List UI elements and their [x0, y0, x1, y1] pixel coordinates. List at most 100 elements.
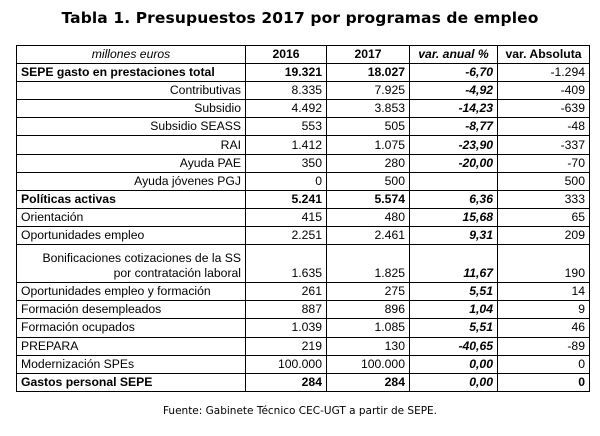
value-var-abs: -409: [497, 81, 590, 101]
table-row: Gastos personal SEPE 284 284 0,00 0: [16, 372, 590, 392]
value-var-abs: -48: [497, 117, 590, 137]
row-label: Oportunidades empleo y formación: [16, 282, 246, 302]
table-row: Bonificaciones cotizaciones de la SS por…: [16, 244, 590, 284]
row-label: RAI: [16, 135, 246, 155]
row-label-line1: Bonificaciones cotizaciones de la SS: [42, 251, 242, 266]
value-2017: 480: [326, 207, 410, 227]
row-label: Oportunidades empleo: [16, 225, 246, 246]
value-var-abs: 0: [497, 354, 590, 374]
value-var-pct: 15,68: [409, 207, 498, 227]
value-2017: 130: [326, 336, 410, 356]
row-label: Ayuda jóvenes PGJ: [16, 171, 246, 191]
value-2016: 284: [245, 372, 327, 392]
table-row: PREPARA 219 130 -40,65 -89: [16, 336, 590, 356]
value-2016: 19.321: [245, 63, 327, 83]
table-row: Ayuda jóvenes PGJ 0 500 500: [16, 171, 590, 191]
value-2017: 284: [326, 372, 410, 392]
value-var-abs: -70: [497, 153, 590, 173]
value-2016: 887: [245, 300, 327, 320]
value-var-abs: -1.294: [497, 63, 590, 83]
table-row: Ayuda PAE 350 280 -20,00 -70: [16, 153, 590, 173]
value-2017: 100.000: [326, 354, 410, 374]
value-2016: 415: [245, 207, 327, 227]
row-label: Subsidio: [16, 99, 246, 119]
value-2017: 280: [326, 153, 410, 173]
value-2016: 4.492: [245, 99, 327, 119]
row-label: Formación desempleados: [16, 300, 246, 320]
row-label-multiline: Bonificaciones cotizaciones de la SS por…: [16, 244, 246, 284]
value-2017: 7.925: [326, 81, 410, 101]
value-2016: 553: [245, 117, 327, 137]
value-2016: 261: [245, 282, 327, 302]
row-label: Orientación: [16, 207, 246, 227]
header-var-abs: var. Absoluta: [497, 44, 590, 65]
value-var-pct: 1,04: [409, 300, 498, 320]
table-row: RAI 1.412 1.075 -23,90 -337: [16, 135, 590, 155]
value-2017: 3.853: [326, 99, 410, 119]
value-var-pct: 5,51: [409, 282, 498, 302]
value-var-abs: 333: [497, 189, 590, 209]
value-2016: 350: [245, 153, 327, 173]
row-label: Subsidio SEASS: [16, 117, 246, 137]
row-label: Contributivas: [16, 81, 246, 101]
row-label: PREPARA: [16, 336, 246, 356]
table-row: Subsidio 4.492 3.853 -14,23 -639: [16, 99, 590, 119]
value-2016: 219: [245, 336, 327, 356]
budget-table: millones euros 2016 2017 var. anual % va…: [16, 44, 590, 392]
row-label: Modernización SPEs: [16, 354, 246, 374]
value-var-pct: [409, 171, 498, 191]
value-2016: 5.241: [245, 189, 327, 209]
value-var-pct: 6,36: [409, 189, 498, 209]
value-var-abs: 190: [497, 244, 590, 284]
value-2016: 0: [245, 171, 327, 191]
value-var-pct: 9,31: [409, 225, 498, 246]
table-row: Subsidio SEASS 553 505 -8,77 -48: [16, 117, 590, 137]
header-label: millones euros: [16, 44, 246, 65]
table-title: Tabla 1. Presupuestos 2017 por programas…: [61, 9, 539, 27]
value-var-abs: 46: [497, 318, 590, 338]
header-2017: 2017: [326, 44, 410, 65]
value-2016: 100.000: [245, 354, 327, 374]
value-2017: 2.461: [326, 225, 410, 246]
value-2016: 8.335: [245, 81, 327, 101]
value-var-pct: -23,90: [409, 135, 498, 155]
value-var-pct: 11,67: [409, 244, 498, 284]
value-2017: 275: [326, 282, 410, 302]
value-var-abs: -337: [497, 135, 590, 155]
table-row: SEPE gasto en prestaciones total 19.321 …: [16, 63, 590, 83]
value-2017: 1.085: [326, 318, 410, 338]
table-row: Oportunidades empleo y formación 261 275…: [16, 282, 590, 302]
value-2017: 505: [326, 117, 410, 137]
value-var-pct: -4,92: [409, 81, 498, 101]
value-var-pct: -8,77: [409, 117, 498, 137]
table-row: Formación desempleados 887 896 1,04 9: [16, 300, 590, 320]
value-2016: 1.412: [245, 135, 327, 155]
value-var-pct: -20,00: [409, 153, 498, 173]
table-row: Políticas activas 5.241 5.574 6,36 333: [16, 189, 590, 209]
table-row: Formación ocupados 1.039 1.085 5,51 46: [16, 318, 590, 338]
value-2017: 18.027: [326, 63, 410, 83]
value-var-pct: -6,70: [409, 63, 498, 83]
header-2016: 2016: [245, 44, 327, 65]
table-row: Modernización SPEs 100.000 100.000 0,00 …: [16, 354, 590, 374]
table-row: Contributivas 8.335 7.925 -4,92 -409: [16, 81, 590, 101]
header-var-pct: var. anual %: [409, 44, 498, 65]
value-2016: 2.251: [245, 225, 327, 246]
row-label: Políticas activas: [16, 189, 246, 209]
row-label: Formación ocupados: [16, 318, 246, 338]
value-2017: 896: [326, 300, 410, 320]
value-var-pct: 5,51: [409, 318, 498, 338]
value-var-pct: -40,65: [409, 336, 498, 356]
value-2016: 1.039: [245, 318, 327, 338]
value-var-abs: 14: [497, 282, 590, 302]
table-row: Orientación 415 480 15,68 65: [16, 207, 590, 227]
value-2017: 1.825: [326, 244, 410, 284]
value-var-abs: 9: [497, 300, 590, 320]
value-var-abs: -89: [497, 336, 590, 356]
value-var-abs: 500: [497, 171, 590, 191]
value-var-abs: 65: [497, 207, 590, 227]
value-var-pct: 0,00: [409, 354, 498, 374]
value-var-abs: -639: [497, 99, 590, 119]
value-2017: 5.574: [326, 189, 410, 209]
value-2016: 1.635: [245, 244, 327, 284]
